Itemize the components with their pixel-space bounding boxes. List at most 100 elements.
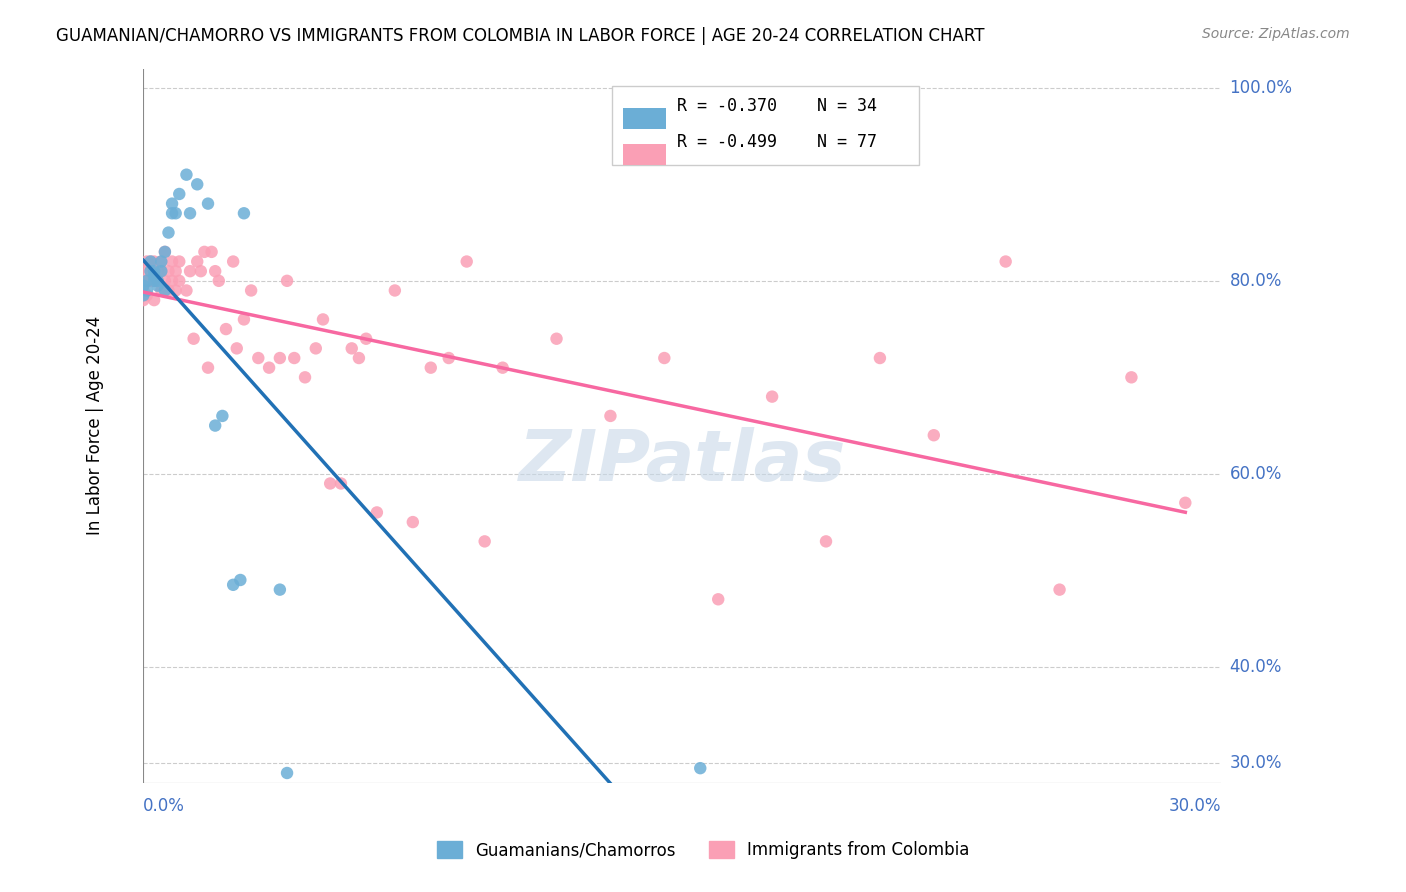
Legend: Guamanians/Chamorros, Immigrants from Colombia: Guamanians/Chamorros, Immigrants from Co… xyxy=(430,834,976,866)
Point xyxy=(139,264,162,278)
Point xyxy=(215,322,238,336)
Point xyxy=(652,351,675,365)
Point xyxy=(232,312,254,326)
Text: Source: ZipAtlas.com: Source: ZipAtlas.com xyxy=(1202,27,1350,41)
Bar xyxy=(623,108,666,129)
Point xyxy=(150,264,173,278)
Point xyxy=(707,592,730,607)
Point xyxy=(208,274,231,288)
Point xyxy=(153,244,176,259)
Point xyxy=(761,390,783,404)
Point xyxy=(143,268,166,283)
Point xyxy=(197,360,219,375)
Point xyxy=(132,278,155,293)
Point xyxy=(165,284,187,298)
Point xyxy=(814,534,837,549)
Point xyxy=(204,418,226,433)
Point xyxy=(136,288,159,302)
Point xyxy=(366,505,388,519)
Point xyxy=(922,428,945,442)
Text: 100.0%: 100.0% xyxy=(1230,78,1292,97)
Point xyxy=(229,573,252,587)
Text: 30.0%: 30.0% xyxy=(1168,797,1222,815)
Point xyxy=(165,206,187,220)
Point xyxy=(319,476,342,491)
Point xyxy=(456,254,478,268)
Text: 40.0%: 40.0% xyxy=(1230,657,1282,676)
Point xyxy=(160,254,183,268)
Point xyxy=(197,196,219,211)
Bar xyxy=(623,144,666,165)
Point xyxy=(257,360,280,375)
Point xyxy=(204,264,226,278)
Point xyxy=(869,351,891,365)
Point xyxy=(146,264,169,278)
Point xyxy=(136,284,159,298)
Text: 80.0%: 80.0% xyxy=(1230,272,1282,290)
Point xyxy=(269,351,291,365)
Point xyxy=(283,351,305,365)
Point xyxy=(222,254,245,268)
Point xyxy=(347,351,370,365)
Point xyxy=(183,332,205,346)
Point xyxy=(276,766,298,780)
Point xyxy=(276,274,298,288)
Point xyxy=(132,274,155,288)
Point xyxy=(153,244,176,259)
Point xyxy=(1121,370,1143,384)
Point xyxy=(176,284,198,298)
Point xyxy=(312,312,335,326)
Bar xyxy=(612,87,920,165)
Point xyxy=(150,254,173,268)
Point xyxy=(294,370,316,384)
Point xyxy=(1174,496,1197,510)
Point xyxy=(211,409,233,423)
Text: GUAMANIAN/CHAMORRO VS IMMIGRANTS FROM COLOMBIA IN LABOR FORCE | AGE 20-24 CORREL: GUAMANIAN/CHAMORRO VS IMMIGRANTS FROM CO… xyxy=(56,27,984,45)
Text: R = -0.370    N = 34: R = -0.370 N = 34 xyxy=(676,97,877,115)
Point xyxy=(232,206,254,220)
Point xyxy=(160,196,183,211)
Point xyxy=(994,254,1017,268)
Point xyxy=(190,264,212,278)
Point xyxy=(139,254,162,268)
Text: R = -0.499    N = 77: R = -0.499 N = 77 xyxy=(676,133,877,151)
Point xyxy=(143,274,166,288)
Point xyxy=(160,206,183,220)
Point xyxy=(167,254,190,268)
Point xyxy=(146,274,169,288)
Point xyxy=(689,761,711,775)
Point xyxy=(193,244,215,259)
Point xyxy=(139,260,162,274)
Point xyxy=(132,284,155,298)
Text: ZIPatlas: ZIPatlas xyxy=(519,426,846,496)
Point xyxy=(186,254,208,268)
Point xyxy=(132,293,155,307)
Point xyxy=(139,264,162,278)
Point xyxy=(1049,582,1071,597)
Point xyxy=(146,274,169,288)
Point xyxy=(143,293,166,307)
Point xyxy=(150,264,173,278)
Point xyxy=(269,582,291,597)
Point xyxy=(143,264,166,278)
Point xyxy=(167,274,190,288)
Point xyxy=(139,254,162,268)
Point xyxy=(136,254,159,268)
Point xyxy=(491,360,513,375)
Point xyxy=(157,226,180,240)
Text: In Labor Force | Age 20-24: In Labor Force | Age 20-24 xyxy=(86,316,104,535)
Point xyxy=(419,360,441,375)
Point xyxy=(136,274,159,288)
Point xyxy=(165,264,187,278)
Point xyxy=(157,264,180,278)
Point xyxy=(305,342,328,356)
Point xyxy=(139,274,162,288)
Point xyxy=(136,274,159,288)
Point xyxy=(437,351,460,365)
Point xyxy=(179,264,201,278)
Point xyxy=(150,284,173,298)
Point xyxy=(186,178,208,192)
Text: 0.0%: 0.0% xyxy=(143,797,186,815)
Point xyxy=(340,342,363,356)
Point xyxy=(153,274,176,288)
